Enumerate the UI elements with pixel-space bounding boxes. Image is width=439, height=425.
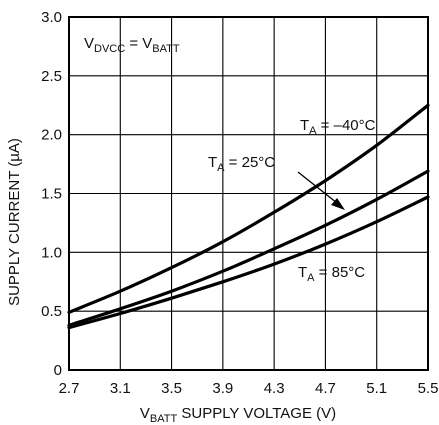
y-tick-label: 2.5 [41,68,62,85]
label-85-rest: = 85°C [315,264,366,281]
condition-annotation: VDVCC = VBATT [84,35,180,55]
label-minus40-t: T [300,117,309,134]
condition-sub-dvcc: DVCC [94,43,125,55]
y-tick-label: 3.0 [41,9,62,26]
series-line-minus40 [67,103,430,314]
y-tick-label: 1.5 [41,186,62,203]
x-tick-label: 3.5 [161,380,182,397]
y-tick-label: 0.5 [41,303,62,320]
arrow-25-head [331,198,345,210]
label-25-t: T [208,154,217,171]
x-tick-label: 5.1 [366,380,387,397]
y-tick-label: 1.0 [41,244,62,261]
condition-sub-batt: BATT [152,43,180,55]
x-tick-label: 4.7 [315,380,336,397]
label-85-t: T [298,264,307,281]
y-tick-label: 2.0 [41,127,62,144]
label-85-sub: A [307,272,315,284]
condition-v: V [84,35,94,52]
x-tick-labels: 2.7 3.1 3.5 3.9 4.3 4.7 5.1 5.5 [59,380,439,397]
plot-frame [68,16,429,371]
y-tick-label: 0 [54,362,62,379]
label-minus40-rest: = –40°C [317,117,376,134]
x-axis-label-v: V [140,405,150,422]
grid [69,17,428,370]
x-tick-label: 3.1 [110,380,131,397]
x-tick-label: 2.7 [59,380,80,397]
series-label-25: TA = 25°C [208,154,275,174]
y-tick-labels: 0 0.5 1.0 1.5 2.0 2.5 3.0 [41,9,62,379]
x-tick-label: 5.5 [418,380,439,397]
x-tick-label: 3.9 [212,380,233,397]
label-25-rest: = 25°C [225,154,276,171]
x-axis-label-rest: SUPPLY VOLTAGE (V) [177,405,336,422]
label-25-sub: A [217,162,225,174]
series-label-minus40: TA = –40°C [300,117,376,137]
y-axis-label: SUPPLY CURRENT (µA) [6,138,23,306]
series-label-85: TA = 85°C [298,264,365,284]
series-line-85 [67,195,430,330]
series-group [67,103,430,330]
label-minus40-sub: A [309,125,317,137]
x-tick-label: 4.3 [264,380,285,397]
x-axis-label: VBATT SUPPLY VOLTAGE (V) [140,405,336,425]
condition-mid: = V [125,35,152,52]
x-axis-label-sub: BATT [150,413,178,425]
arrow-25-shaft [297,171,338,204]
series-line-25 [67,169,430,327]
